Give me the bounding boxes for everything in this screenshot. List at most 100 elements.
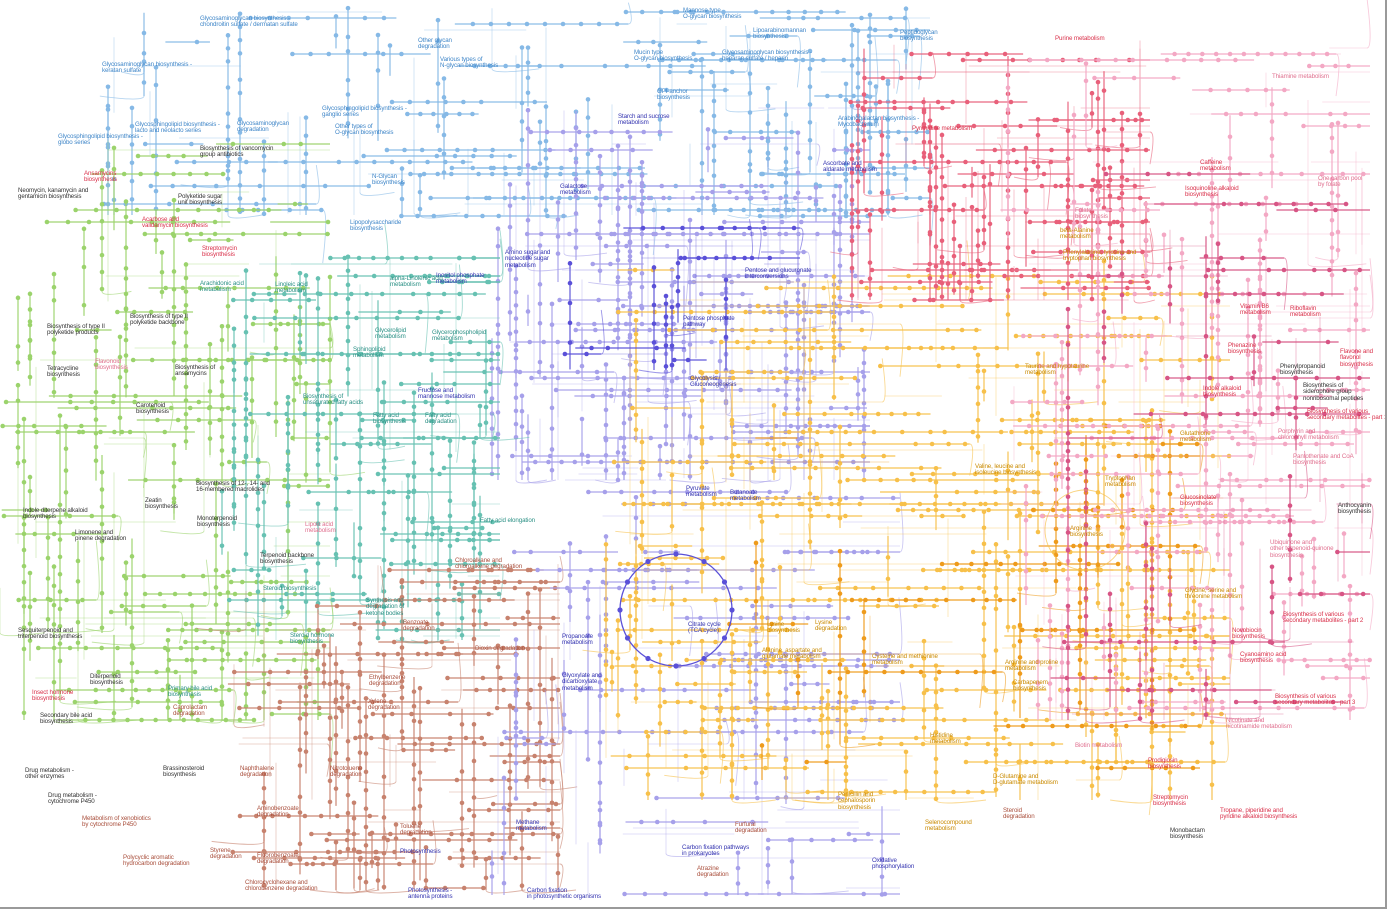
compound-node — [226, 687, 232, 693]
compound-node — [783, 313, 789, 319]
compound-node — [394, 627, 399, 633]
compound-node — [231, 435, 237, 441]
compound-node — [237, 169, 243, 175]
compound-node — [407, 99, 413, 105]
compound-node — [219, 543, 225, 549]
compound-node — [421, 435, 426, 441]
compound-node — [663, 423, 669, 429]
compound-node — [243, 711, 249, 717]
compound-node — [371, 273, 377, 279]
compound-node — [1009, 429, 1014, 435]
compound-node — [603, 662, 609, 668]
compound-node — [571, 171, 577, 177]
compound-node — [1014, 513, 1020, 519]
compound-node — [417, 206, 423, 212]
compound-node — [357, 542, 363, 547]
compound-node — [346, 489, 351, 495]
compound-node — [993, 767, 999, 772]
compound-node — [123, 245, 129, 251]
compound-node — [790, 597, 796, 603]
compound-node — [723, 135, 729, 141]
compound-node — [576, 321, 581, 327]
compound-node — [513, 263, 519, 269]
compound-node — [434, 153, 440, 159]
compound-node — [885, 170, 891, 176]
compound-node — [837, 424, 843, 430]
compound-node — [729, 731, 735, 737]
compound-node — [80, 597, 85, 603]
compound-node — [603, 407, 609, 413]
compound-node — [765, 85, 771, 91]
compound-node — [123, 337, 129, 343]
compound-node — [835, 285, 841, 291]
compound-node — [921, 638, 927, 644]
compound-node — [159, 250, 165, 255]
compound-node — [801, 15, 806, 21]
compound-node — [339, 682, 345, 687]
compound-node — [756, 207, 762, 213]
compound-node — [429, 467, 435, 472]
compound-node — [157, 591, 163, 597]
compound-node — [487, 339, 492, 345]
compound-node — [551, 615, 556, 621]
compound-node — [834, 465, 840, 471]
compound-node — [345, 77, 351, 83]
compound-node — [495, 453, 501, 459]
compound-node — [602, 63, 608, 69]
compound-node — [495, 322, 501, 328]
compound-node — [734, 795, 740, 801]
compound-node — [471, 530, 477, 536]
compound-node — [663, 441, 669, 447]
compound-node — [236, 207, 242, 213]
compound-node — [115, 645, 120, 651]
compound-node — [711, 303, 717, 309]
compound-node — [117, 334, 123, 340]
compound-node — [408, 171, 413, 177]
compound-node — [285, 394, 291, 400]
compound-node — [528, 567, 533, 573]
compound-node — [783, 406, 789, 411]
compound-node — [688, 69, 693, 75]
compound-node — [573, 211, 579, 216]
compound-node — [93, 687, 99, 693]
compound-node — [1172, 645, 1178, 651]
compound-node — [352, 621, 357, 627]
compound-node — [219, 323, 225, 329]
compound-node — [669, 379, 675, 384]
compound-node — [303, 169, 309, 175]
compound-node — [818, 9, 824, 15]
compound-node — [818, 717, 823, 723]
compound-node — [528, 549, 534, 555]
connector-curve — [1016, 592, 1057, 597]
compound-node — [183, 439, 189, 444]
compound-node — [423, 639, 429, 645]
compound-node — [1149, 744, 1155, 750]
compound-node — [441, 170, 447, 175]
compound-node — [591, 321, 597, 327]
compound-node — [431, 111, 436, 117]
compound-node — [525, 162, 531, 168]
compound-node — [585, 757, 591, 762]
compound-node — [535, 567, 540, 573]
compound-node — [783, 353, 789, 358]
compound-node — [261, 197, 267, 202]
compound-node — [765, 722, 771, 728]
compound-node — [837, 231, 843, 237]
compound-node — [785, 549, 791, 555]
compound-node — [632, 195, 637, 201]
compound-node — [477, 608, 483, 614]
compound-node — [657, 652, 663, 658]
compound-node — [541, 339, 547, 345]
compound-node — [798, 453, 803, 459]
connector-curve — [588, 281, 631, 286]
compound-node — [1011, 624, 1017, 630]
compound-node — [123, 560, 129, 565]
compound-node — [297, 794, 303, 800]
compound-node — [710, 189, 715, 195]
compound-node — [960, 303, 965, 309]
compound-node — [633, 412, 639, 418]
compound-node — [89, 399, 95, 405]
compound-node — [522, 741, 527, 747]
compound-node — [277, 699, 283, 705]
compound-node — [519, 424, 525, 429]
